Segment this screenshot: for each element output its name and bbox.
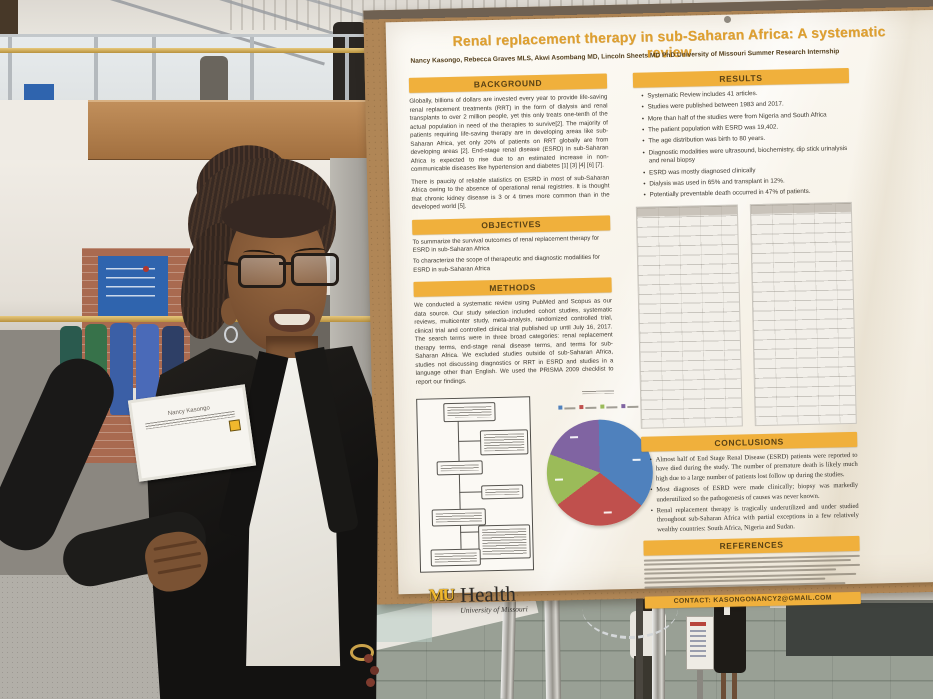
glass-post: [250, 36, 254, 102]
glass-post: [94, 36, 98, 102]
study-tables-row: [635, 202, 857, 429]
results-bullet: Diagnostic modalities were ultrasound, b…: [643, 144, 851, 166]
results-bullet: Potentially preventable death occurred i…: [643, 187, 851, 201]
illegible-text: [435, 512, 482, 523]
recycle-bin: [85, 324, 107, 414]
illegible-text: [483, 433, 525, 452]
objectives-bullet1: To summarize the survival outcomes of re…: [412, 234, 610, 256]
flow-box-screened: [436, 460, 483, 476]
mini-poster-stand: [686, 616, 714, 699]
mini-poster-pole: [697, 670, 703, 699]
recycle-bin: [60, 326, 82, 412]
hanging-chain: [582, 578, 678, 639]
conclusions-header: CONCLUSIONS: [641, 431, 858, 452]
illegible-text: [485, 488, 520, 496]
poster-right-column: RESULTS Systematic Review includes 41 ar…: [632, 67, 861, 609]
white-wall-upper-left: [0, 100, 88, 170]
flow-line: [458, 440, 483, 443]
poster-left-column: BACKGROUND Globally, billions of dollars…: [408, 73, 655, 616]
methods-body: We conducted a systematic review using P…: [413, 297, 614, 386]
logo-university-text: University of Missouri: [460, 604, 528, 616]
wayfinding-sign-small: [24, 84, 54, 102]
legend-swatch: [600, 404, 605, 409]
research-poster: Renal replacement therapy in sub-Saharan…: [385, 9, 933, 615]
illegible-text: [434, 552, 477, 563]
person-leg: [721, 673, 726, 699]
mini-poster-lines: [690, 630, 706, 660]
legend-swatch: [558, 405, 563, 410]
brass-rail: [0, 316, 400, 322]
person-badge: [724, 606, 730, 615]
pie-label-dash: [603, 511, 612, 514]
pie-label-dash: [554, 478, 564, 482]
flow-box-fulltext: [431, 508, 487, 527]
illegible-text: [440, 464, 479, 472]
mini-poster-art: [690, 622, 706, 626]
pie-label-dash: [632, 459, 641, 462]
references-header: REFERENCES: [643, 535, 860, 556]
prisma-flow-diagram: [416, 396, 535, 574]
glass-post: [8, 36, 12, 102]
pie-chart: [545, 418, 655, 528]
flow-box-excluded-2: [478, 524, 531, 560]
results-bullets: Systematic Review includes 41 articles. …: [641, 88, 851, 201]
background-header: BACKGROUND: [408, 73, 608, 93]
study-table-left: [635, 204, 743, 429]
references-list-illegible: [643, 554, 861, 589]
flow-box-excluded-1: [479, 429, 529, 456]
person-silhouette: [200, 56, 228, 102]
push-pin: [724, 16, 731, 23]
fire-alarm-dot: [143, 266, 149, 272]
glass-toprail: [0, 34, 430, 37]
recycle-bin: [162, 326, 184, 412]
legend-swatch: [579, 405, 584, 410]
study-table-right: [749, 202, 857, 427]
flow-box-included: [430, 548, 481, 567]
glass-post: [345, 36, 349, 102]
legend-label-illegible: [627, 406, 639, 409]
figures-row: [416, 390, 655, 577]
flow-box-records: [443, 402, 496, 423]
flow-line: [459, 491, 484, 494]
mu-logo-mark: MU: [428, 585, 454, 605]
conclusions-bullets: Almost half of End Stage Renal Disease (…: [649, 451, 859, 534]
conclusions-bullet: Renal replacement therapy is tragically …: [651, 502, 860, 534]
mu-health-logo: MU Health University of Missouri: [428, 581, 619, 616]
legend-swatch: [621, 404, 626, 409]
methods-header: METHODS: [413, 277, 612, 297]
legend-label-illegible: [585, 407, 597, 410]
illegible-text: [447, 406, 492, 419]
flow-line: [457, 419, 462, 550]
legend-label-illegible: [606, 406, 618, 409]
flow-box-duplicates: [481, 484, 524, 500]
objectives-header: OBJECTIVES: [412, 215, 611, 235]
objectives-bullet1-text: To summarize the survival outcomes of re…: [412, 234, 600, 255]
conclusions-bullet: Almost half of End Stage Renal Disease (…: [649, 451, 858, 483]
floor-lower-left: [0, 575, 240, 699]
conclusions-bullet: Most diagnoses of ESRD were made clinica…: [650, 481, 858, 504]
illegible-text: [482, 528, 527, 556]
objectives-bullet2-text: To characterize the scope of therapeutic…: [412, 253, 601, 274]
brass-rail: [0, 48, 400, 53]
background-para1: Globally, billions of dollars are invest…: [409, 93, 609, 174]
logo-health-text: Health: [459, 581, 517, 608]
recycle-bin: [110, 323, 133, 415]
person-leg: [732, 673, 737, 699]
pie-label-dash: [570, 436, 579, 439]
objectives-bullet2: To characterize the scope of therapeutic…: [413, 253, 611, 275]
wayfinding-sign-blue: [98, 256, 168, 316]
recycle-bin: [136, 324, 159, 414]
background-para2: There is paucity of reliable statistics …: [411, 174, 610, 212]
legend-label-illegible: [564, 407, 576, 410]
pie-title-illegible: [582, 390, 615, 395]
glass-post: [152, 36, 156, 102]
dark-window-band: [786, 600, 933, 656]
